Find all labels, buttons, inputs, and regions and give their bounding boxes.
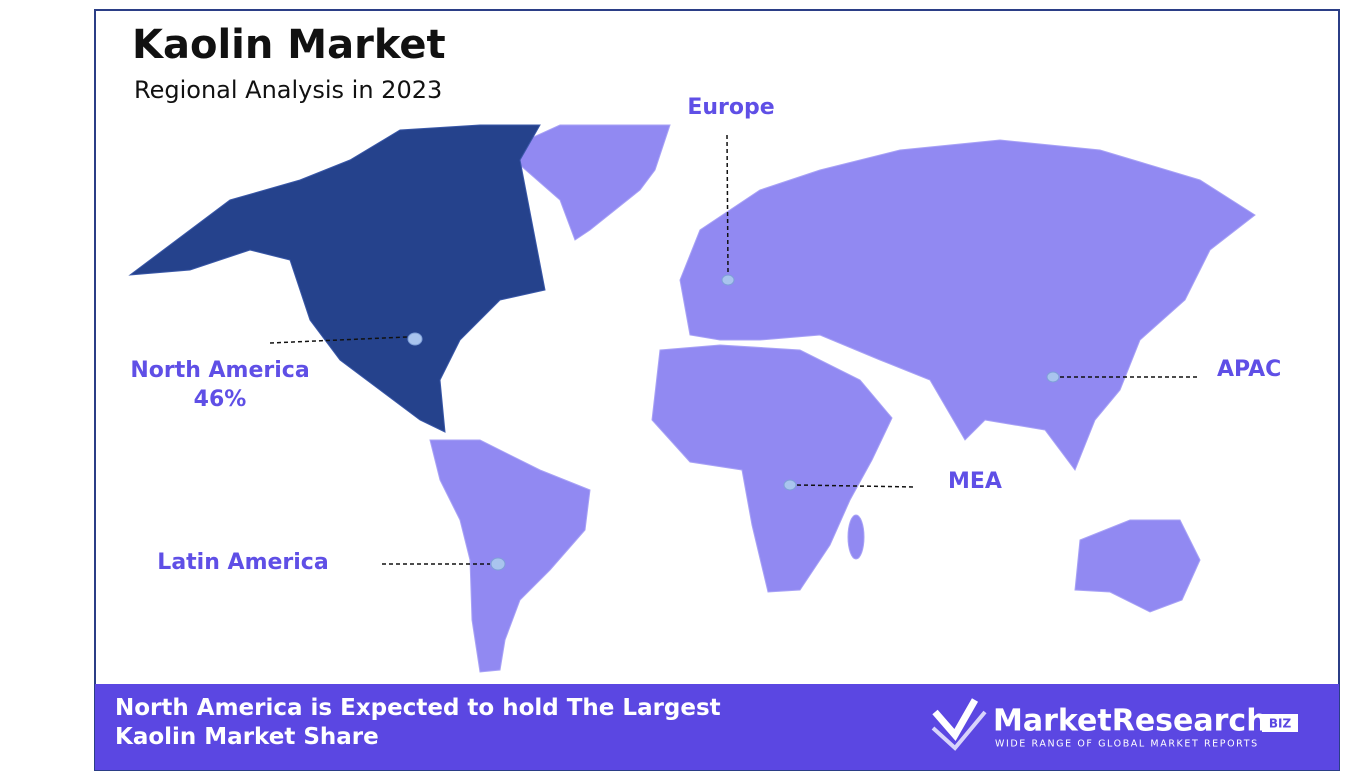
greenland xyxy=(504,124,671,241)
footer: North America is Expected to hold The La… xyxy=(95,684,1339,770)
eurasia xyxy=(679,139,1256,472)
leader-line xyxy=(726,134,729,273)
logo-badge: BIZ xyxy=(1269,717,1292,731)
logo-name: MarketResearch xyxy=(993,704,1268,739)
footer-text-box: North America is Expected to hold The La… xyxy=(115,695,721,750)
region-label: Europe xyxy=(687,95,774,120)
marker xyxy=(783,479,797,491)
region-share: 46% xyxy=(194,387,247,412)
marker xyxy=(721,274,735,286)
north-america xyxy=(128,124,546,433)
leader-line xyxy=(269,336,408,344)
leader-line xyxy=(796,484,916,488)
region-label: APAC xyxy=(1217,357,1281,382)
marker xyxy=(407,332,423,346)
footer-band xyxy=(95,684,1339,770)
madagascar xyxy=(847,514,865,560)
marker xyxy=(1046,371,1060,383)
subtitle: Regional Analysis in 2023 xyxy=(134,76,442,104)
region-label: North America xyxy=(130,358,309,383)
region-label: Latin America xyxy=(157,550,328,575)
logo-tagline: WIDE RANGE OF GLOBAL MARKET REPORTS xyxy=(995,739,1259,750)
africa xyxy=(651,344,893,593)
south-america xyxy=(429,439,591,673)
region-label: MEA xyxy=(948,469,1002,494)
world-map xyxy=(128,124,1256,673)
footer-text: North America is Expected to hold The La… xyxy=(115,695,721,750)
logo-mark xyxy=(932,698,979,742)
marker xyxy=(490,557,506,571)
title: Kaolin Market xyxy=(132,22,446,68)
logo-mark xyxy=(931,710,987,751)
australia xyxy=(1074,519,1201,613)
logo-badge-box xyxy=(1262,714,1298,732)
callouts: Europe North America 46% APAC MEA Latin … xyxy=(130,95,1281,575)
